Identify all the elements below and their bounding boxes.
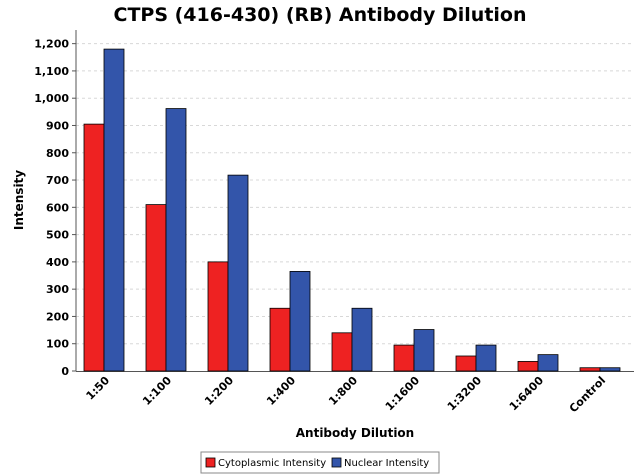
y-tick-label: 300: [46, 283, 69, 296]
bar-nuclear: [413, 329, 435, 372]
x-axis-ticks: 1:50 1:100 1:200 1:400 1:800 1:1600 1:3200 1:64…: [84, 374, 609, 416]
legend: Cytoplasmic Intensity Nuclear Intensity: [200, 451, 440, 474]
x-tick-label: 1:6400: [507, 374, 547, 414]
x-tick-label: 1:50: [84, 374, 113, 403]
bar-cytoplasmic: [83, 123, 105, 372]
x-tick-label: 1:100: [140, 374, 174, 408]
bar-nuclear: [599, 367, 621, 372]
bar-cytoplasmic: [331, 332, 353, 372]
y-tick-label: 1,100: [34, 65, 69, 78]
x-axis-title: Antibody Dilution: [296, 426, 414, 440]
y-tick-label: 700: [46, 174, 69, 187]
legend-label: Cytoplasmic Intensity: [218, 458, 326, 469]
bar-nuclear: [289, 271, 311, 372]
bar-cytoplasmic: [455, 355, 477, 372]
legend-label: Nuclear Intensity: [344, 458, 429, 469]
x-tick-label: 1:3200: [445, 374, 485, 414]
bar-cytoplasmic: [579, 367, 601, 372]
y-tick-label: 800: [46, 147, 69, 160]
x-tick-label: Control: [567, 374, 608, 415]
y-axis-ticks: 0 100 200 300 400 500 600 700 800 900 1,000 1,100 1,…: [34, 38, 76, 378]
y-tick-label: 200: [46, 310, 69, 323]
bars: [83, 48, 621, 372]
y-axis-title: Intensity: [12, 170, 26, 230]
x-tick-label: 1:200: [202, 374, 236, 408]
bar-nuclear: [227, 174, 249, 372]
x-tick-label: 1:800: [326, 374, 360, 408]
bar-nuclear: [537, 354, 559, 372]
bar-cytoplasmic: [517, 361, 539, 372]
chart-title: CTPS (416-430) (RB) Antibody Dilution: [114, 4, 527, 26]
bar-cytoplasmic: [269, 307, 291, 372]
y-tick-label: 400: [46, 256, 69, 269]
bar-nuclear: [351, 307, 373, 372]
y-tick-label: 1,000: [34, 92, 69, 105]
bar-cytoplasmic: [393, 344, 415, 372]
legend-swatch: [205, 457, 216, 468]
axes: [75, 30, 634, 372]
y-tick-label: 100: [46, 338, 69, 351]
bar-nuclear: [475, 344, 497, 372]
y-tick-label: 900: [46, 119, 69, 132]
x-tick-label: 1:1600: [383, 374, 423, 414]
y-tick-label: 1,200: [34, 38, 69, 51]
y-tick-label: 600: [46, 201, 69, 214]
x-tick-label: 1:400: [264, 374, 298, 408]
y-tick-label: 0: [61, 365, 69, 378]
bar-nuclear: [165, 108, 187, 372]
legend-box: [200, 451, 440, 474]
y-tick-label: 500: [46, 229, 69, 242]
bar-cytoplasmic: [145, 204, 167, 372]
bar-nuclear: [103, 48, 125, 372]
legend-swatch: [331, 457, 342, 468]
bar-cytoplasmic: [207, 261, 229, 372]
